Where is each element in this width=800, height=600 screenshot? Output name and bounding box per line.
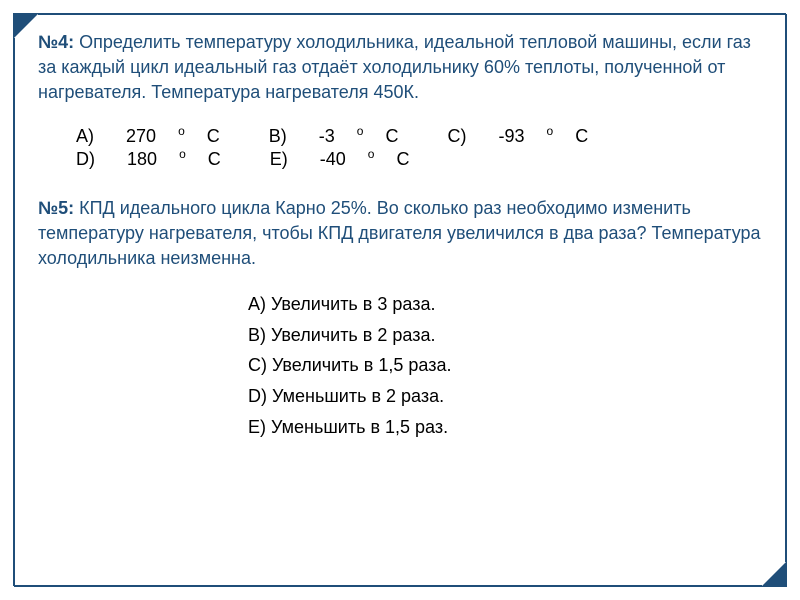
problem-4-body: Определить температуру холодильника, иде… [38,32,751,102]
option-5b: B) Увеличить в 2 раза. [248,320,762,351]
option-5c: C) Увеличить в 1,5 раза. [248,350,762,381]
problem-5-options: A) Увеличить в 3 раза. B) Увеличить в 2 … [248,289,762,442]
problem-4-text: №4: Определить температуру холодильника,… [38,30,762,106]
problem-4-block: №4: Определить температуру холодильника,… [38,30,762,170]
border-bottom [14,585,762,587]
border-right [785,14,787,562]
corner-top-left [13,13,39,39]
problem-5-label: №5: [38,198,74,218]
problem-5-block: №5: КПД идеального цикла Карно 25%. Во с… [38,196,762,443]
option-4c: C) -93oC [448,126,611,146]
option-4b: B) -3oC [269,126,421,146]
corner-bottom-right [761,561,787,587]
border-top [38,13,786,15]
option-4a: A) 270oC [76,126,242,146]
border-left [13,38,15,586]
problem-4-options: A) 270oC B) -3oC C) -93oC D) 180oC E) -4… [76,124,762,170]
content-area: №4: Определить температуру холодильника,… [38,30,762,570]
option-5a: A) Увеличить в 3 раза. [248,289,762,320]
option-4e: E) -40oC [270,149,432,169]
problem-5-text: №5: КПД идеального цикла Карно 25%. Во с… [38,196,762,272]
option-5e: E) Уменьшить в 1,5 раз. [248,412,762,443]
problem-4-label: №4: [38,32,74,52]
option-4d: D) 180oC [76,149,243,169]
slide-container: №4: Определить температуру холодильника,… [0,0,800,600]
problem-5-body: КПД идеального цикла Карно 25%. Во сколь… [38,198,761,268]
option-5d: D) Уменьшить в 2 раза. [248,381,762,412]
